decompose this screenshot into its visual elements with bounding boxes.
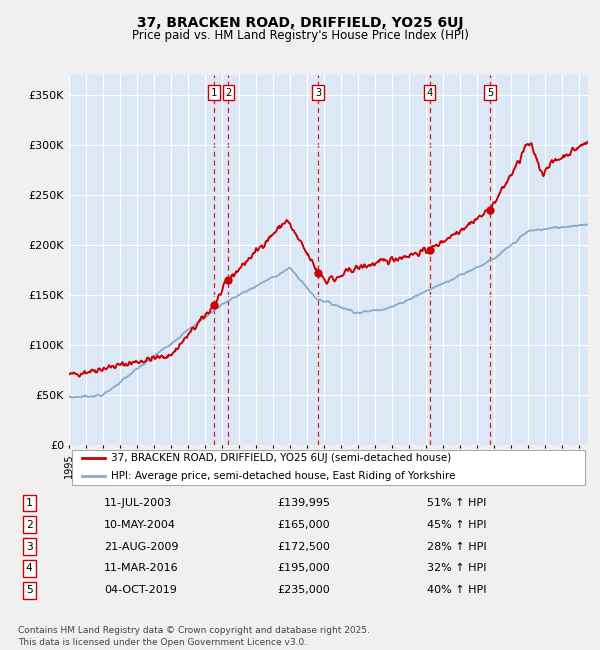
Text: 51% ↑ HPI: 51% ↑ HPI	[427, 498, 486, 508]
Text: 5: 5	[26, 586, 32, 595]
Text: 45% ↑ HPI: 45% ↑ HPI	[427, 520, 486, 530]
Text: 4: 4	[427, 88, 433, 97]
Text: 1: 1	[26, 498, 32, 508]
Text: 2: 2	[26, 520, 32, 530]
Text: £165,000: £165,000	[277, 520, 329, 530]
Text: 37, BRACKEN ROAD, DRIFFIELD, YO25 6UJ: 37, BRACKEN ROAD, DRIFFIELD, YO25 6UJ	[137, 16, 463, 31]
Text: 2: 2	[225, 88, 232, 97]
Text: 11-MAR-2016: 11-MAR-2016	[104, 564, 179, 573]
Text: 11-JUL-2003: 11-JUL-2003	[104, 498, 172, 508]
Text: HPI: Average price, semi-detached house, East Riding of Yorkshire: HPI: Average price, semi-detached house,…	[110, 471, 455, 481]
Text: 4: 4	[26, 564, 32, 573]
Text: £139,995: £139,995	[277, 498, 330, 508]
Text: 32% ↑ HPI: 32% ↑ HPI	[427, 564, 486, 573]
Text: 37, BRACKEN ROAD, DRIFFIELD, YO25 6UJ (semi-detached house): 37, BRACKEN ROAD, DRIFFIELD, YO25 6UJ (s…	[110, 453, 451, 463]
Text: 3: 3	[26, 541, 32, 552]
Text: 1: 1	[211, 88, 217, 97]
Text: Contains HM Land Registry data © Crown copyright and database right 2025.
This d: Contains HM Land Registry data © Crown c…	[18, 626, 370, 647]
Text: 5: 5	[487, 88, 493, 97]
FancyBboxPatch shape	[71, 450, 586, 485]
Text: £195,000: £195,000	[277, 564, 330, 573]
Text: 28% ↑ HPI: 28% ↑ HPI	[427, 541, 487, 552]
Text: 40% ↑ HPI: 40% ↑ HPI	[427, 586, 486, 595]
Text: 04-OCT-2019: 04-OCT-2019	[104, 586, 177, 595]
Text: 3: 3	[315, 88, 321, 97]
Text: 10-MAY-2004: 10-MAY-2004	[104, 520, 176, 530]
Text: £172,500: £172,500	[277, 541, 330, 552]
Text: Price paid vs. HM Land Registry's House Price Index (HPI): Price paid vs. HM Land Registry's House …	[131, 29, 469, 42]
Text: 21-AUG-2009: 21-AUG-2009	[104, 541, 179, 552]
Text: £235,000: £235,000	[277, 586, 330, 595]
